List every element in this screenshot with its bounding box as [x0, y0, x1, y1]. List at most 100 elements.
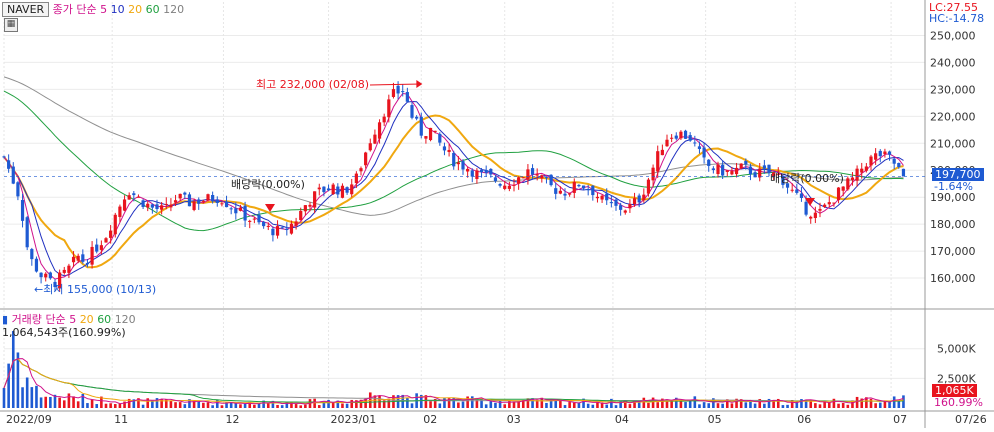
- price-legend: NAVER 종가 단순 5 10 20 60 120: [2, 2, 184, 17]
- price-tick-label: 180,000: [930, 218, 976, 231]
- candle-body: [818, 208, 822, 211]
- volume-bar: [851, 400, 854, 408]
- volume-bar: [151, 400, 154, 408]
- candle-body: [809, 216, 813, 219]
- candle-body: [725, 170, 729, 172]
- volume-bar: [132, 399, 136, 408]
- candle-body: [224, 201, 229, 208]
- candle-body: [716, 164, 720, 175]
- candle-body: [391, 89, 396, 97]
- volume-bar: [642, 397, 646, 408]
- candle-body: [744, 161, 748, 165]
- candle-body: [229, 208, 233, 210]
- candle-body: [619, 205, 623, 210]
- volume-bar: [545, 402, 548, 408]
- candle-body: [187, 194, 192, 207]
- date-tick-label: 05: [708, 413, 722, 426]
- candle-body: [781, 175, 785, 185]
- volume-bar: [447, 398, 451, 408]
- candle-body: [266, 225, 270, 227]
- volume-bar: [753, 403, 757, 408]
- volume-bar: [35, 385, 38, 408]
- volume-bar: [257, 403, 261, 408]
- volume-bar: [758, 399, 762, 408]
- candle-body: [76, 255, 80, 261]
- candle-body: [614, 199, 618, 206]
- volume-legend-label: 거래량: [11, 313, 42, 326]
- volume-bar: [484, 404, 488, 408]
- volume-bar: [725, 399, 729, 408]
- candle-body: [544, 177, 549, 179]
- candle-body: [201, 200, 205, 202]
- legend-ma60: 60: [145, 3, 160, 16]
- candle-body: [377, 122, 382, 139]
- volume-bar: [141, 404, 145, 408]
- candle-body: [275, 226, 280, 236]
- volume-bar: [438, 403, 442, 408]
- volume-bar: [702, 402, 706, 408]
- volume-bar: [234, 403, 238, 408]
- volume-bar: [49, 396, 52, 408]
- volume-bar: [262, 400, 265, 408]
- date-tick-label: 07: [893, 413, 907, 426]
- volume-bar: [684, 402, 687, 408]
- volume-bar: [197, 401, 201, 408]
- hc-readout: HC:-14.78: [929, 12, 985, 25]
- candle-body: [317, 187, 321, 190]
- date-tick-label: 02: [423, 413, 437, 426]
- volume-bar: [350, 399, 354, 408]
- candle-body: [113, 214, 117, 235]
- candle-body: [122, 199, 127, 211]
- candle-body: [897, 162, 901, 168]
- symbol-box[interactable]: NAVER: [2, 2, 50, 17]
- candle-body: [424, 136, 428, 139]
- price-tick-label: 190,000: [930, 191, 976, 204]
- candle-body: [512, 184, 516, 186]
- volume-bar: [693, 396, 697, 408]
- volume-bar: [72, 396, 75, 408]
- candle-body: [271, 228, 275, 236]
- candle-body: [595, 196, 600, 199]
- volume-bar: [202, 402, 205, 408]
- volume-bar: [790, 400, 794, 408]
- candle-body: [887, 151, 892, 155]
- candle-body: [220, 203, 224, 205]
- volume-bar: [804, 399, 808, 408]
- candle-body: [711, 168, 715, 171]
- grid-settings-icon[interactable]: ▦: [4, 18, 18, 32]
- volume-bar: [554, 399, 558, 408]
- dividend-label-1: 배당락(0.00%): [231, 178, 305, 191]
- volume-bar: [225, 402, 228, 408]
- volume-bar: [860, 398, 864, 408]
- candle-body: [322, 186, 326, 193]
- candle-body: [632, 198, 637, 205]
- candle-body: [44, 273, 48, 278]
- candles: [2, 81, 906, 292]
- volume-readout: 1,064,543주(160.99%): [2, 326, 126, 339]
- volume-bar: [878, 402, 882, 408]
- candle-body: [248, 220, 252, 222]
- annotations: [4, 79, 925, 212]
- volume-bar: [568, 402, 571, 408]
- current-volume-box: 1,065K: [932, 384, 977, 397]
- candle-body: [340, 185, 345, 198]
- volume-bar: [239, 404, 242, 408]
- volume-bar: [841, 402, 845, 408]
- candle-body: [767, 164, 771, 174]
- volume-bar: [619, 401, 622, 408]
- volume-bar: [549, 399, 553, 408]
- volume-bar: [749, 401, 752, 408]
- candle-body: [674, 135, 678, 139]
- volume-bar: [809, 399, 813, 408]
- candle-body: [34, 258, 39, 272]
- date-tick-label: 03: [507, 413, 521, 426]
- candle-body: [461, 161, 465, 170]
- volume-bar: [591, 404, 595, 408]
- candle-body: [660, 149, 664, 156]
- candle-body: [892, 158, 896, 164]
- candle-body: [452, 152, 456, 167]
- volume-bar: [475, 399, 479, 408]
- candle-body: [215, 199, 219, 203]
- volume-bar: [44, 396, 48, 408]
